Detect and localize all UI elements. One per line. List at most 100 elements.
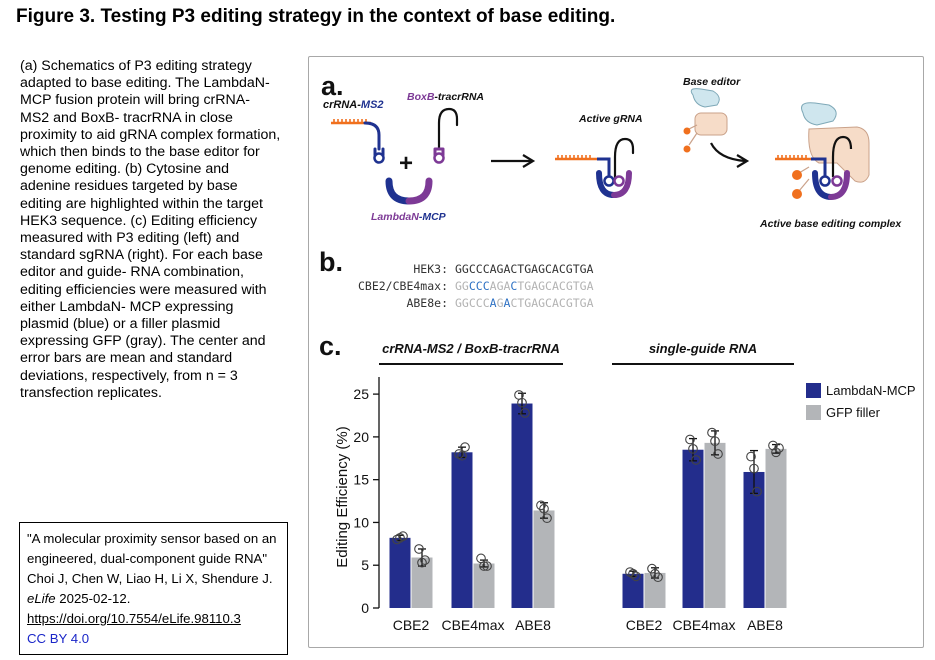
bar-lambdan-mcp (511, 403, 533, 608)
replicate-point (713, 449, 723, 459)
replicate-point (685, 434, 695, 445)
legend-label: GFP filler (826, 405, 881, 420)
replicate-point (454, 449, 464, 459)
replicate-point (749, 463, 759, 474)
replicate-point (710, 436, 720, 447)
citation-text: "A molecular proximity sensor based on a… (27, 531, 277, 586)
plus-sign: + (399, 150, 413, 177)
bar-lambdan-mcp (682, 449, 704, 608)
panel-b-letter: b. (319, 247, 343, 277)
replicate-point (752, 486, 762, 497)
replicate-point (746, 451, 756, 462)
citation-date: 2025-02-12. (55, 591, 131, 606)
lambdan-mcp-icon (385, 177, 433, 205)
replicate-point (653, 572, 663, 583)
y-tick-label: 15 (353, 472, 369, 488)
sequence-label: CBE2/CBE4max: (358, 279, 448, 293)
replicate-point (768, 440, 778, 451)
bar-lambdan-mcp (389, 537, 411, 608)
y-tick-label: 0 (361, 600, 369, 616)
replicate-point (482, 561, 492, 571)
complex-label: Active base editing complex (759, 218, 902, 230)
x-tick-label: CBE2 (626, 617, 663, 633)
figure-caption: (a) Schematics of P3 editing strategy ad… (20, 58, 281, 401)
panel-c-letter: c. (319, 331, 342, 361)
replicate-point (688, 444, 698, 454)
sequence-block: HEK3: GGCCCAGACTGAGCACGTGA CBE2/CBE4max: GG… (358, 262, 594, 310)
bar-lambdan-mcp (622, 573, 644, 608)
boxb-tracrrna-label: BoxB-tracrRNA (407, 91, 484, 103)
replicate-point (479, 561, 489, 571)
crrna-ms2-icon (331, 119, 385, 164)
active-grna-icon (555, 137, 635, 198)
replicate-point (542, 513, 552, 524)
replicate-point (460, 442, 470, 453)
figure-panel: a. crRNA-MS2 BoxB-tracrRNA + LambdaN-MCP… (308, 56, 924, 648)
boxb-tracrrna-icon (433, 107, 459, 164)
arrow-icon (491, 154, 536, 168)
bar-gfp-filler (644, 572, 666, 608)
license-link[interactable]: CC BY 4.0 (27, 631, 90, 646)
replicate-point (417, 557, 427, 568)
sequence-label: HEK3: (413, 262, 448, 276)
error-bar (518, 392, 526, 415)
replicate-point (520, 408, 530, 418)
replicate-point (457, 450, 467, 461)
y-axis-label: Editing Efficiency (%) (334, 426, 351, 567)
replicate-point (398, 531, 408, 541)
base-editor-label: Base editor (683, 76, 741, 88)
crrna-ms2-label: crRNA-MS2 (323, 99, 384, 111)
group-label-sgrna: single-guide RNA (649, 341, 757, 356)
arrow-icon (710, 142, 750, 168)
bar-gfp-filler (704, 442, 726, 608)
x-tick-label: ABE8 (515, 617, 551, 633)
replicate-point (771, 447, 781, 458)
base-editing-complex-icon (775, 102, 870, 200)
bar-lambdan-mcp (451, 452, 473, 608)
panel-a-letter: a. (321, 71, 344, 101)
x-tick-label: CBE2 (393, 617, 430, 633)
y-tick-label: 10 (353, 514, 369, 530)
sequence-text: GGCCCAGACTGAGCACGTGA (455, 296, 594, 310)
legend-swatch (806, 383, 821, 398)
figure-graphic: a. crRNA-MS2 BoxB-tracrRNA + LambdaN-MCP… (319, 71, 916, 633)
replicate-point (414, 544, 424, 554)
bar-gfp-filler (411, 557, 433, 608)
replicate-point (707, 427, 717, 438)
legend-label: LambdaN-MCP (826, 383, 916, 398)
bar-chart: 0 5 10 15 20 25 CBE2 CBE4max ABE8 CBE2 CBE4max ABE8… (353, 377, 916, 633)
replicate-point (631, 571, 641, 582)
error-bar (750, 449, 758, 495)
lambdan-mcp-label: LambdaN-MCP (371, 211, 447, 223)
replicate-point (395, 532, 405, 543)
doi-link[interactable]: https://doi.org/10.7554/eLife.98110.3 (27, 611, 241, 626)
bar-lambdan-mcp (743, 471, 765, 608)
sequence-label: ABE8e: (406, 296, 448, 310)
legend-swatch (806, 405, 821, 420)
active-grna-label: Active gRNA (578, 113, 643, 125)
citation-journal: eLife (27, 591, 56, 606)
sequence-text: GGCCCAGACTGAGCACGTGA (455, 262, 594, 276)
replicate-point (536, 500, 546, 511)
figure-title: Figure 3. Testing P3 editing strategy in… (16, 6, 616, 27)
x-tick-label: CBE4max (441, 617, 504, 633)
replicate-point (647, 563, 657, 574)
group-label-p3: crRNA-MS2 / BoxB-tracrRNA (382, 341, 560, 356)
citation-box: "A molecular proximity sensor based on a… (19, 522, 288, 655)
replicate-point (691, 455, 701, 465)
bar-gfp-filler (765, 448, 787, 608)
error-bar (540, 502, 548, 519)
x-tick-label: ABE8 (747, 617, 783, 633)
replicate-point (517, 397, 527, 408)
x-tick-label: CBE4max (672, 617, 735, 633)
y-tick-label: 25 (353, 386, 369, 402)
replicate-point (628, 568, 638, 579)
bar-gfp-filler (533, 510, 555, 608)
replicate-point (420, 555, 430, 565)
y-tick-label: 20 (353, 429, 369, 445)
replicate-point (392, 534, 402, 545)
replicate-point (539, 503, 549, 514)
replicate-point (650, 568, 660, 579)
y-tick-label: 5 (361, 557, 369, 573)
sequence-text: GGCCCAGACTGAGCACGTGA (455, 279, 594, 293)
